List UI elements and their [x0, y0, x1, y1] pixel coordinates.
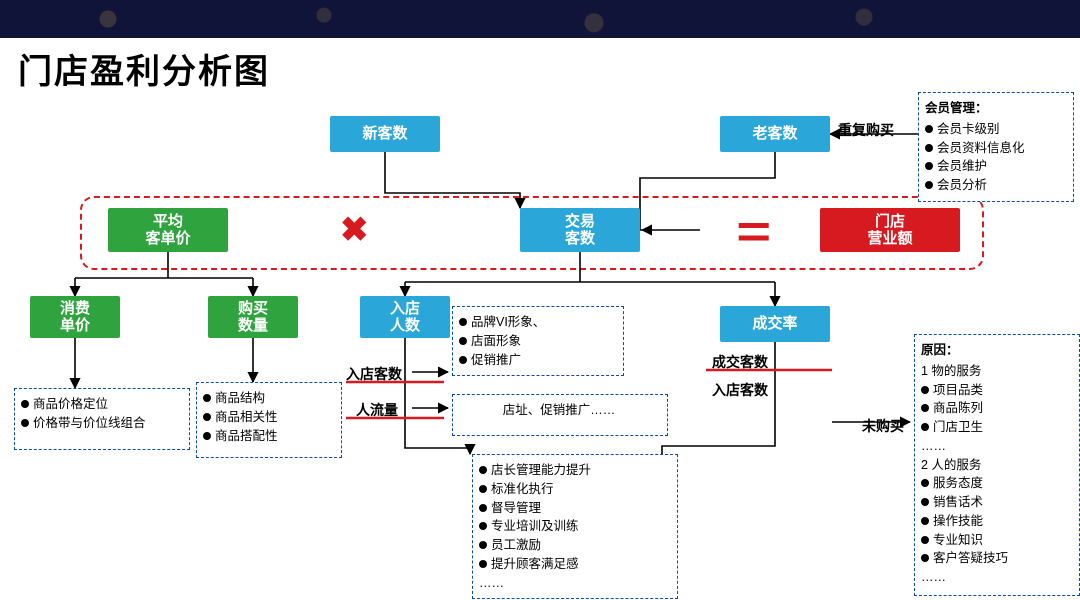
operator-eq: = — [740, 204, 765, 258]
label-traffic: 人流量 — [356, 400, 398, 420]
node-qty: 购买数量 — [208, 296, 298, 338]
label-notBought: 未购买 — [862, 416, 904, 436]
label-repeatBuy: 重复购买 — [838, 120, 894, 140]
info-addrBox: 店址、促销推广…… — [452, 394, 668, 436]
node-newCust: 新客数 — [330, 116, 440, 152]
info-brandBox: 品牌VI形象、店面形象促销推广 — [452, 306, 624, 376]
operator-mult: ✖ — [340, 210, 367, 250]
diagram-stage: 门店盈利分析图 新客数 老客数平均客单价 交易客数 门店营业额消费单价 购买数量 入店人数… — [0, 38, 1080, 600]
node-convRate: 成交率 — [720, 306, 830, 342]
info-member: 会员管理：会员卡级别会员资料信息化会员维护会员分析 — [918, 92, 1074, 202]
info-priceBox: 商品价格定位价格带与价位线组合 — [14, 388, 190, 450]
node-txCust: 交易客数 — [520, 208, 640, 252]
page-title: 门店盈利分析图 — [18, 44, 270, 93]
label-closedCnt: 成交客数 — [712, 352, 768, 372]
node-revenue: 门店营业额 — [820, 208, 960, 252]
info-qtyBox: 商品结构商品相关性商品搭配性 — [196, 382, 342, 458]
node-unitPrice: 消费单价 — [30, 296, 120, 338]
info-reasonBox: 原因：1 物的服务项目品类商品陈列门店卫生……2 人的服务服务态度销售话术操作技… — [914, 334, 1080, 596]
node-avgPrice: 平均客单价 — [108, 208, 228, 252]
node-visitors: 入店人数 — [360, 296, 450, 338]
node-oldCust: 老客数 — [720, 116, 830, 152]
label-inStore2: 入店客数 — [712, 380, 768, 400]
label-inStore: 入店客数 — [346, 364, 402, 384]
decorative-header — [0, 0, 1080, 38]
info-mgmtBox: 店长管理能力提升标准化执行督导管理专业培训及训练员工激励提升顾客满足感…… — [472, 454, 678, 599]
